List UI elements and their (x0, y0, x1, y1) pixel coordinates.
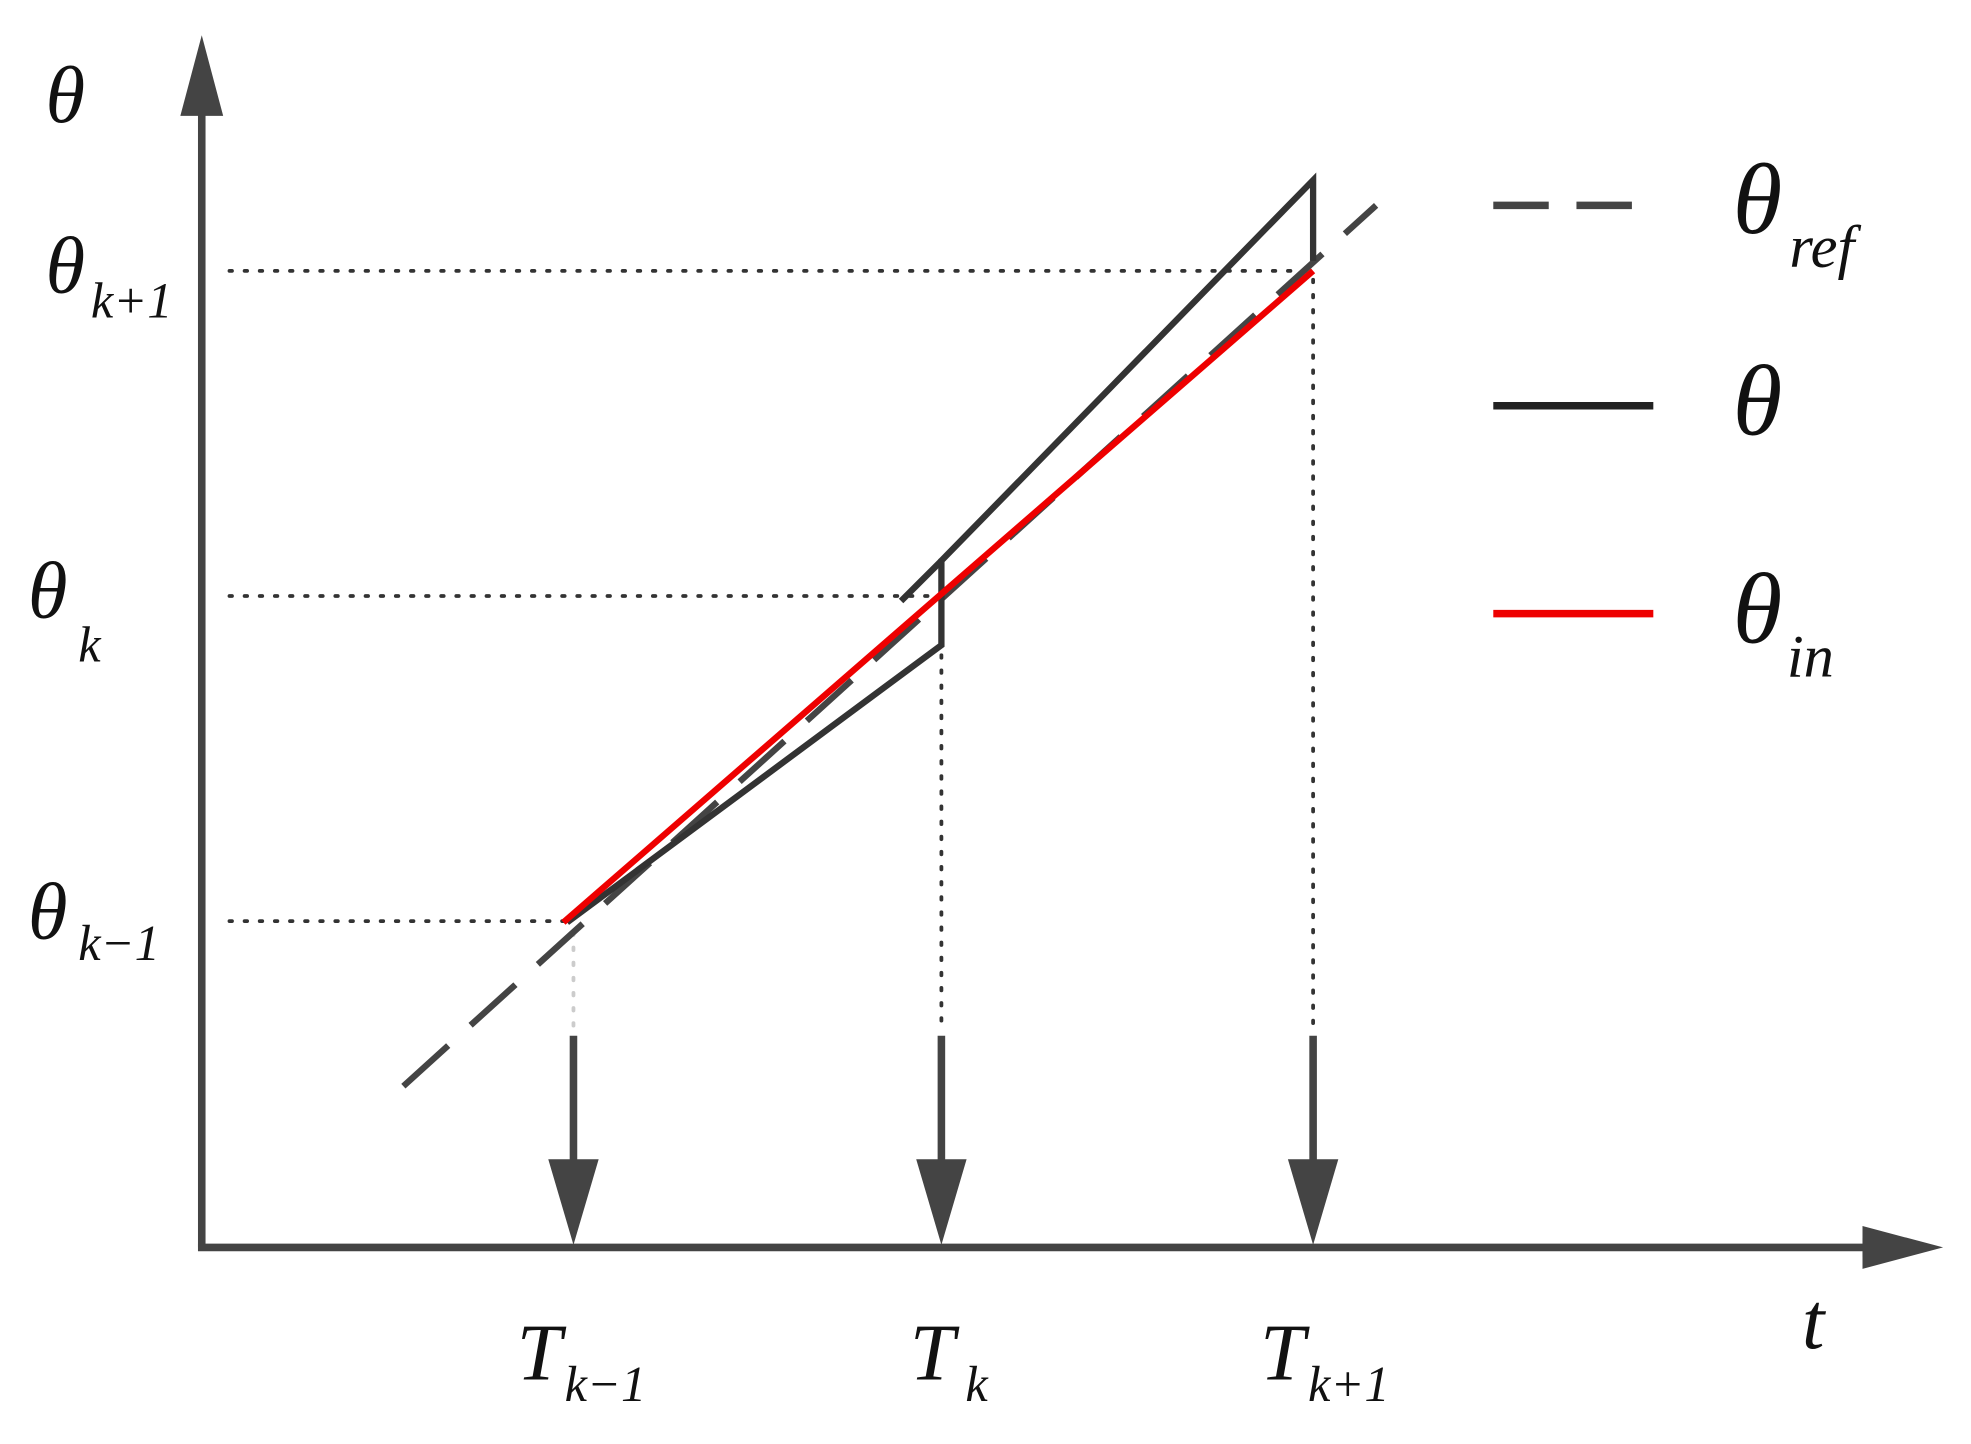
y-label: θ (28, 868, 68, 957)
x-label: T (910, 1309, 960, 1398)
x-label-subscript: k−1 (565, 1356, 647, 1412)
x-label-subscript: k (965, 1356, 989, 1412)
y-label: θ (46, 221, 86, 310)
theta-line-segment (898, 558, 944, 604)
x-label: T (517, 1309, 567, 1398)
theta-ref-line (401, 203, 1379, 1089)
theta-line (565, 172, 1317, 925)
legend-subscript: in (1787, 624, 1834, 691)
y-label-subscript: k+1 (91, 273, 173, 329)
legend-label: θ (1733, 143, 1783, 255)
legend-subscript: ref (1789, 214, 1861, 281)
legend-label: θ (1733, 345, 1783, 457)
theta-in-line (561, 268, 1316, 925)
x-label: T (1260, 1309, 1310, 1398)
legend: θ ref θ θ in (1493, 143, 1862, 691)
y-axis-arrow (180, 35, 224, 116)
y-label-subscript: k (78, 617, 102, 673)
y-axis-label: θ (46, 51, 86, 140)
y-label: θ (28, 546, 68, 635)
legend-label: θ (1733, 553, 1783, 665)
x-label-subscript: k+1 (1308, 1356, 1390, 1412)
x-axis-label: t (1802, 1277, 1827, 1366)
x-axis-arrow (1862, 1226, 1944, 1269)
y-label-subscript: k−1 (78, 915, 160, 971)
sample-arrows (548, 1035, 1339, 1245)
guides (227, 269, 1315, 1036)
